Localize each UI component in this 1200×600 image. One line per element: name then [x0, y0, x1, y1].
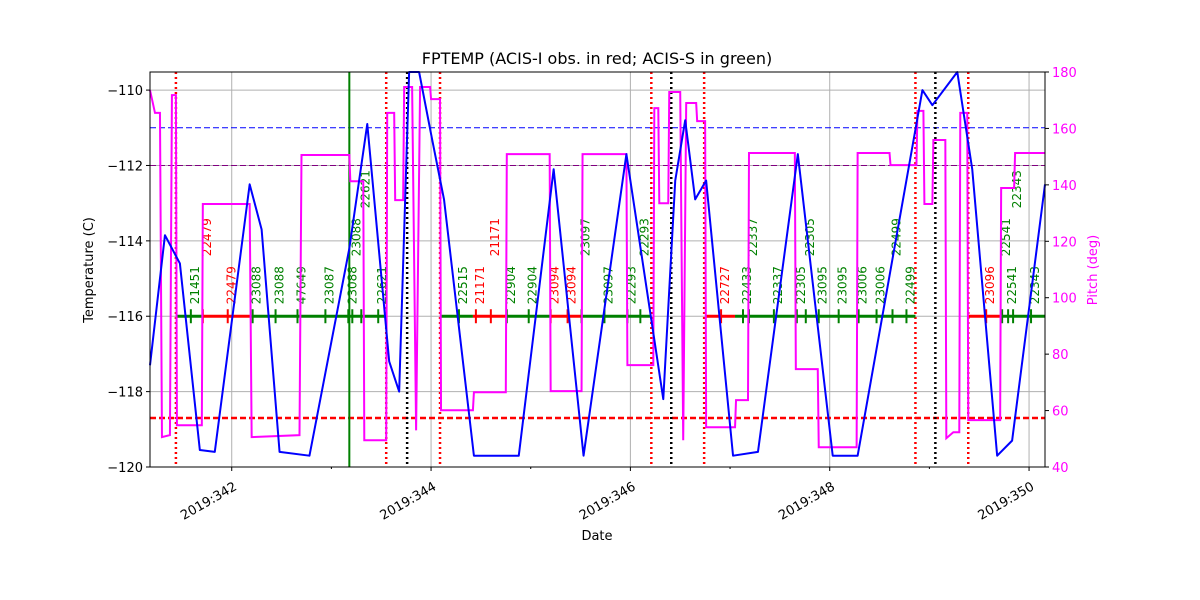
- x-tick-label: 2019:342: [178, 479, 239, 523]
- obsid-label: 22305: [794, 266, 808, 304]
- obsid-label: 22515: [456, 266, 470, 304]
- obsid-label: 23095: [816, 266, 830, 304]
- obsid-label: 21171: [488, 218, 502, 256]
- y-right-tick-label: 120: [1052, 235, 1077, 250]
- obsid-label: 22343: [1010, 170, 1024, 208]
- series: [149, 71, 1046, 457]
- pitch-line: [149, 85, 1045, 449]
- obsid-label: 23088: [273, 266, 287, 304]
- y-tick-label: −114: [107, 235, 143, 250]
- y-right-tick-label: 160: [1052, 122, 1077, 137]
- x-tick-label: 2019:350: [976, 479, 1037, 523]
- obsid-label: 23096: [983, 266, 997, 304]
- y-right-tick-label: 140: [1052, 179, 1077, 194]
- y-right-tick-label: 60: [1052, 405, 1069, 420]
- y-right-tick-label: 80: [1052, 348, 1069, 363]
- obsid-label: 23095: [836, 266, 850, 304]
- obsid-label: 21171: [473, 266, 487, 304]
- y-tick-label: −110: [107, 84, 143, 99]
- y-tick-label: −116: [107, 310, 143, 325]
- obsid-label: 22904: [526, 266, 540, 304]
- temperature-line: [149, 71, 1046, 457]
- y-tick-label: −120: [107, 461, 143, 476]
- y-tick-label: −112: [107, 159, 143, 174]
- obsid-label: 23087: [322, 266, 336, 304]
- obsid-label: 22727: [718, 266, 732, 304]
- x-tick-label: 2019:344: [378, 479, 439, 523]
- obsid-label: 23088: [345, 266, 359, 304]
- y-right-tick-label: 40: [1052, 461, 1069, 476]
- x-axis-label: Date: [581, 529, 612, 544]
- x-tick-label: 2019:348: [776, 479, 837, 523]
- obsid-label: 23006: [874, 266, 888, 304]
- y-axis-right-label: Pitch (deg): [1086, 235, 1101, 305]
- y-tick-label: −118: [107, 386, 143, 401]
- obsid-label: 21451: [188, 266, 202, 304]
- obsid-label: 23094: [565, 266, 579, 304]
- obsid-label: 23006: [856, 266, 870, 304]
- obsid-label: 22433: [740, 266, 754, 304]
- y-right-tick-label: 180: [1052, 66, 1077, 81]
- obsid-label: 22541: [1005, 266, 1019, 304]
- obsid-label: 22541: [999, 218, 1013, 256]
- chart-title: FPTEMP (ACIS-I obs. in red; ACIS-S in gr…: [422, 49, 772, 68]
- obsid-label: 23097: [579, 218, 593, 256]
- y-axis-label: Temperature (C): [82, 217, 97, 324]
- plot-frame: [149, 71, 1046, 468]
- obsid-label: 22499: [903, 266, 917, 304]
- y-right-tick-label: 100: [1052, 292, 1077, 307]
- x-tick-label: 2019:346: [577, 479, 638, 523]
- obsid-label: 22621: [358, 170, 372, 208]
- obsid-label: 23088: [250, 266, 264, 304]
